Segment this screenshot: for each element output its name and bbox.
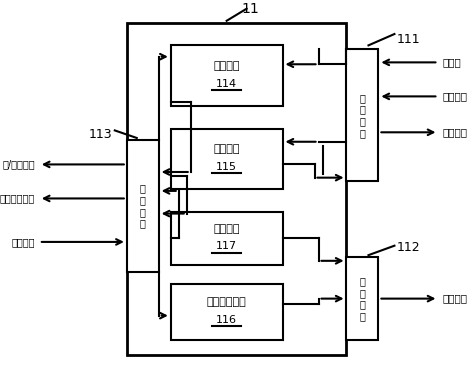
Bar xyxy=(171,45,283,106)
Text: 正/负直流电: 正/负直流电 xyxy=(2,160,35,169)
Text: 112: 112 xyxy=(396,241,420,254)
Text: 控制电路: 控制电路 xyxy=(213,144,240,154)
Text: 第
三
端
口: 第 三 端 口 xyxy=(140,184,146,228)
Text: 117: 117 xyxy=(216,242,237,251)
Text: 供电电路: 供电电路 xyxy=(213,61,240,71)
Text: 111: 111 xyxy=(396,33,420,46)
Text: 114: 114 xyxy=(216,79,237,89)
Text: 同轴信号: 同轴信号 xyxy=(442,294,467,304)
Text: 分压信号: 分压信号 xyxy=(442,127,467,137)
Text: 同轴传输电路: 同轴传输电路 xyxy=(207,297,247,307)
Text: 113: 113 xyxy=(89,128,113,141)
Text: 检测电路: 检测电路 xyxy=(213,224,240,234)
Text: 同轴信号: 同轴信号 xyxy=(11,237,35,247)
Text: 控制信号: 控制信号 xyxy=(442,91,467,101)
Text: 直流电: 直流电 xyxy=(442,57,461,67)
Text: 第
一
端
口: 第 一 端 口 xyxy=(360,93,365,138)
Bar xyxy=(171,212,283,265)
Text: 第
二
端
口: 第 二 端 口 xyxy=(360,276,365,321)
Bar xyxy=(127,23,347,355)
Text: 115: 115 xyxy=(216,162,237,172)
Bar xyxy=(127,140,159,272)
Bar xyxy=(171,284,283,340)
Bar xyxy=(347,257,378,340)
Text: 11: 11 xyxy=(242,2,260,17)
Bar xyxy=(347,49,378,181)
Text: 偏置配置信号: 偏置配置信号 xyxy=(0,194,35,203)
Text: 116: 116 xyxy=(216,315,237,325)
Bar xyxy=(171,129,283,189)
